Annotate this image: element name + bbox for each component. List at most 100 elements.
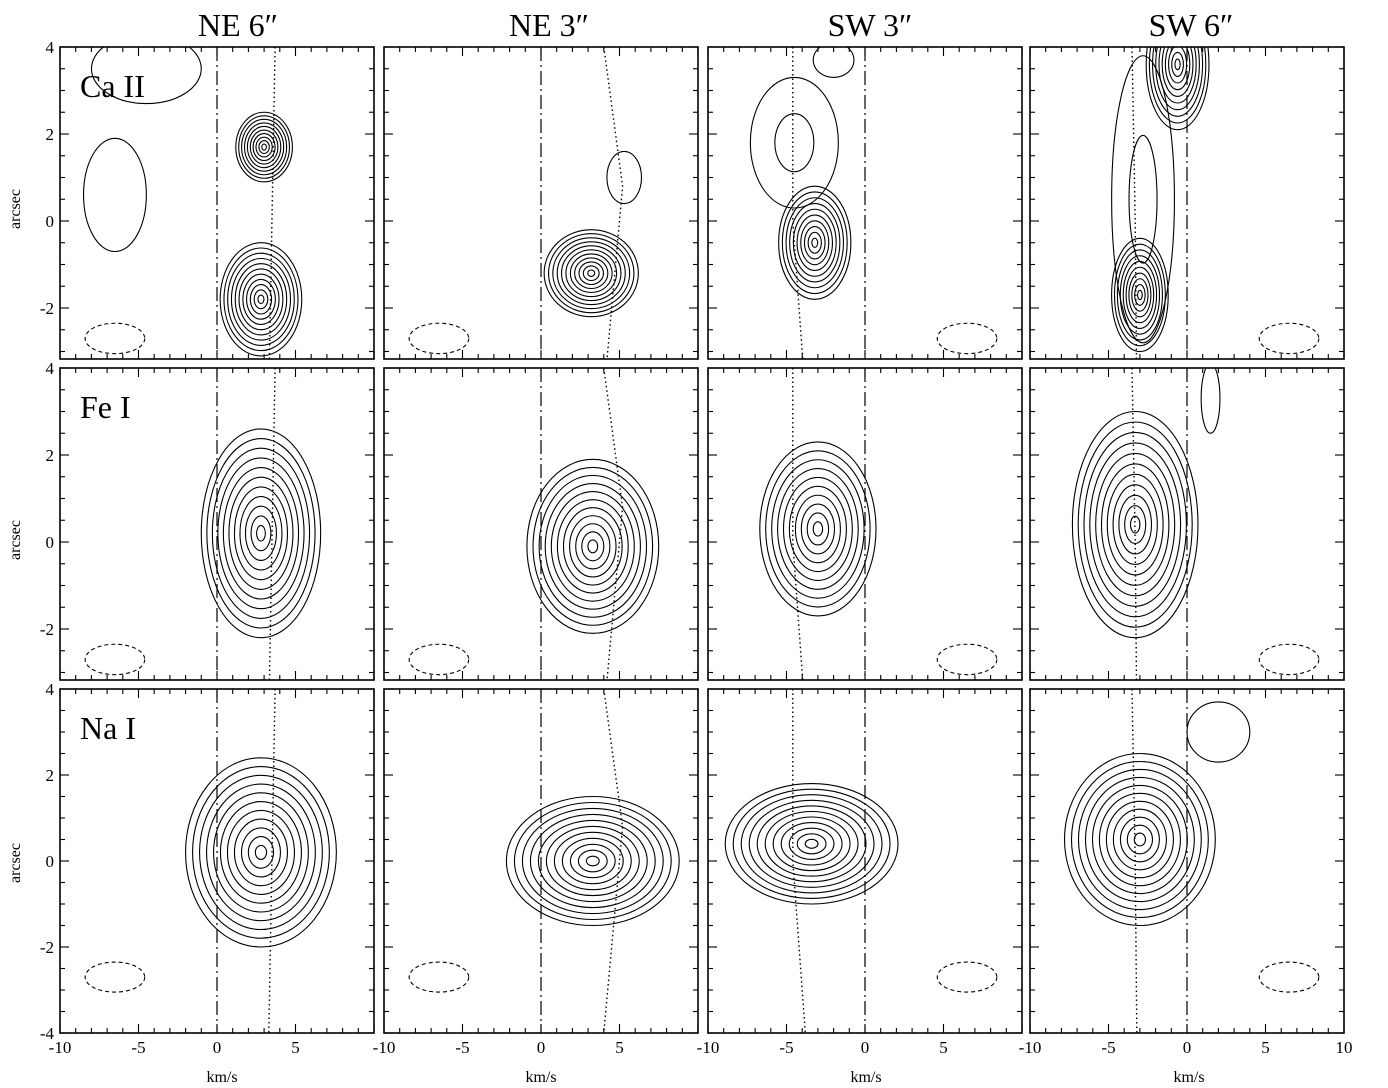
beam-ellipse — [84, 961, 146, 993]
contour-level — [222, 467, 300, 600]
x-tick-label: -5 — [1101, 1038, 1115, 1057]
contour-level — [1106, 473, 1164, 576]
contour-level — [1164, 47, 1191, 91]
panel-ca-ii-sw-6 — [1029, 46, 1345, 360]
contour-level — [577, 849, 608, 873]
contour-level — [774, 113, 815, 173]
contour-level — [778, 185, 852, 300]
contour-level — [569, 515, 617, 578]
contour-level — [794, 494, 841, 564]
contour-level — [1098, 792, 1181, 887]
contour-level — [724, 783, 899, 905]
panel-na-i-ne-6: -4 -2 0 2 4 -10 -5 0 5 Na I — [40, 680, 375, 1057]
contour-level — [1070, 760, 1209, 919]
column-title-ne6: NE 6″ — [198, 7, 278, 43]
x-tick-label: -10 — [1019, 1038, 1042, 1057]
contour-level — [200, 428, 322, 639]
y-tick-label: 0 — [46, 533, 55, 552]
contour-level — [532, 466, 654, 626]
contour-level — [1105, 800, 1174, 879]
x-axis-titles: km/s km/s km/s km/s — [206, 1069, 1204, 1086]
contour-level — [811, 237, 819, 248]
panel-content — [408, 368, 660, 680]
model-velocity-curve — [1131, 47, 1138, 359]
contour-level — [585, 855, 600, 867]
contour-level — [219, 242, 303, 357]
panel-ca-ii-ne-3 — [383, 46, 699, 360]
contour-level — [807, 231, 822, 254]
contour-level — [238, 268, 284, 331]
contour-level — [765, 450, 871, 608]
model-velocity-curve — [603, 368, 624, 680]
contour-level — [1186, 701, 1251, 763]
x-tick-label: -10 — [49, 1038, 72, 1057]
contour-level — [1155, 47, 1200, 111]
contour-level — [1112, 484, 1158, 565]
x-tick-label: 0 — [1183, 1038, 1192, 1057]
contour-level — [771, 459, 865, 599]
contour-level — [560, 245, 622, 302]
contour-level — [1133, 832, 1147, 847]
panel-content — [1111, 47, 1320, 359]
panel-content — [82, 47, 303, 359]
contour-level — [240, 827, 282, 878]
x-tick-label: -5 — [455, 1038, 469, 1057]
contour-level — [550, 490, 635, 602]
contour-level — [781, 191, 848, 295]
contour-level — [788, 827, 835, 860]
contour-level — [804, 838, 819, 849]
contour-level — [764, 810, 859, 877]
contour-level — [565, 249, 618, 298]
contour-level — [537, 819, 648, 903]
beam-ellipse — [936, 961, 998, 993]
contour-level — [800, 503, 836, 555]
contour-level — [239, 496, 283, 571]
contour-level — [1148, 47, 1207, 124]
contour-level — [561, 837, 624, 885]
contour-level — [1063, 752, 1216, 927]
contour-level — [1128, 272, 1152, 318]
contour-level — [556, 241, 626, 306]
row-label-fe-i: Fe I — [80, 389, 131, 425]
y-axis-titles: arcsec arcsec arcsec — [7, 189, 24, 883]
contour-level — [1200, 368, 1221, 434]
contour-level — [1125, 266, 1155, 324]
y-tick-label: -4 — [40, 1024, 55, 1043]
contour-level — [238, 115, 291, 179]
y-tick-label: 4 — [46, 680, 55, 699]
contour-level — [255, 136, 273, 158]
contour-level — [1100, 463, 1170, 586]
contour-level — [1134, 284, 1146, 306]
contour-level — [587, 269, 596, 277]
beam-ellipse — [1258, 322, 1320, 355]
contour-level — [513, 801, 672, 921]
x-axis-title-col1: km/s — [206, 1069, 237, 1086]
contour-level — [90, 47, 202, 105]
y-axis-title-row1: arcsec — [7, 189, 24, 229]
contour-level — [249, 129, 279, 165]
panel-content — [749, 47, 998, 359]
contour-level — [529, 813, 656, 909]
contour-level — [230, 257, 292, 341]
contour-level — [505, 795, 680, 927]
contour-level — [587, 539, 599, 554]
contour-level — [219, 801, 303, 904]
beam-ellipse — [408, 322, 470, 355]
contour-level — [226, 809, 296, 895]
column-title-ne3: NE 3″ — [509, 7, 589, 43]
contour-level — [1111, 55, 1175, 344]
panel-fe-i-sw-3 — [707, 367, 1023, 681]
contour-level — [185, 757, 337, 948]
contour-level — [772, 816, 851, 872]
contour-level — [241, 118, 288, 176]
beam-ellipse — [936, 643, 998, 676]
panel-na-i-ne-3: -10 -5 0 5 — [373, 688, 699, 1057]
contour-level — [543, 229, 639, 318]
contour-level — [192, 766, 330, 939]
contour-level — [227, 252, 295, 346]
x-tick-label: -5 — [779, 1038, 793, 1057]
y-tick-label: 0 — [46, 852, 55, 871]
x-tick-label: 5 — [615, 1038, 624, 1057]
panel-content — [759, 368, 998, 680]
contour-level — [812, 521, 824, 537]
